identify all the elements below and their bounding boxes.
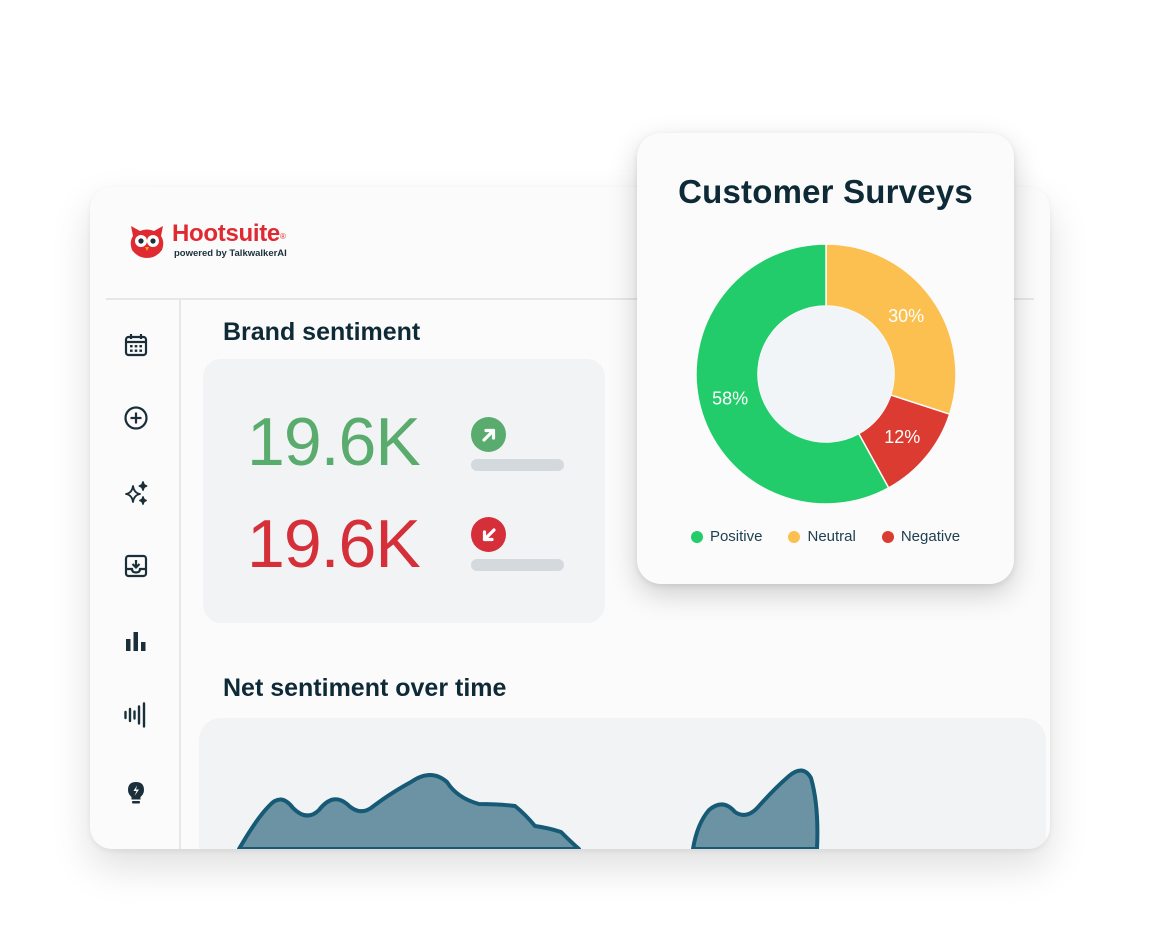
legend-label-negative: Negative [900,528,961,545]
positive-mentions-value: 19.6K [247,404,421,480]
add-circle-icon[interactable] [120,402,152,434]
survey-legend: Positive Neutral Negative [637,528,1014,545]
bar-chart-icon[interactable] [120,625,152,657]
donut-label-positive: 58% [712,389,748,409]
survey-donut-chart: 30% 12% 58% [695,243,957,505]
legend-label-positive: Positive [709,528,763,545]
legend-dot-positive [690,530,703,543]
donut-label-negative: 12% [884,427,920,447]
legend-item-positive: Positive [690,528,763,545]
legend-label-neutral: Neutral [807,528,856,545]
net-sentiment-chart [199,718,1046,849]
brand-sentiment-panel: 19.6K 19.6K [203,359,605,623]
header-divider [106,298,1034,300]
survey-chart-title: Customer Surveys [678,173,973,210]
brand-sentiment-title: Brand sentiment [223,318,421,346]
lightbulb-icon[interactable] [120,777,152,809]
customer-surveys-card: Customer Surveys 30% 12% 58% Positive Neut… [637,133,1014,584]
calendar-icon[interactable] [120,329,152,361]
negative-mentions-value: 19.6K [247,506,421,582]
legend-item-neutral: Neutral [788,528,856,545]
legend-dot-negative [881,530,894,543]
donut-hole [758,306,894,442]
sentiment-area-2 [691,768,820,849]
brand-name: Hootsuite® [172,220,286,247]
inbox-icon[interactable] [120,550,152,582]
listening-bars-icon[interactable] [120,699,152,731]
trend-up-icon [471,417,506,452]
legend-item-negative: Negative [881,528,961,545]
net-sentiment-title: Net sentiment over time [223,674,507,702]
trend-down-icon [471,517,506,552]
hootsuite-logo[interactable]: Hootsuite® powered by TalkwalkerAI [128,220,287,260]
positive-placeholder-bar [471,459,564,471]
legend-dot-neutral [788,530,801,543]
brand-subtitle: powered by TalkwalkerAI [174,248,287,259]
sidebar-divider [179,300,181,849]
donut-label-neutral: 30% [888,306,924,326]
owl-logo-icon [130,226,164,258]
negative-placeholder-bar [471,559,564,571]
sentiment-area-1 [237,773,581,849]
sparkles-icon[interactable] [120,477,152,509]
